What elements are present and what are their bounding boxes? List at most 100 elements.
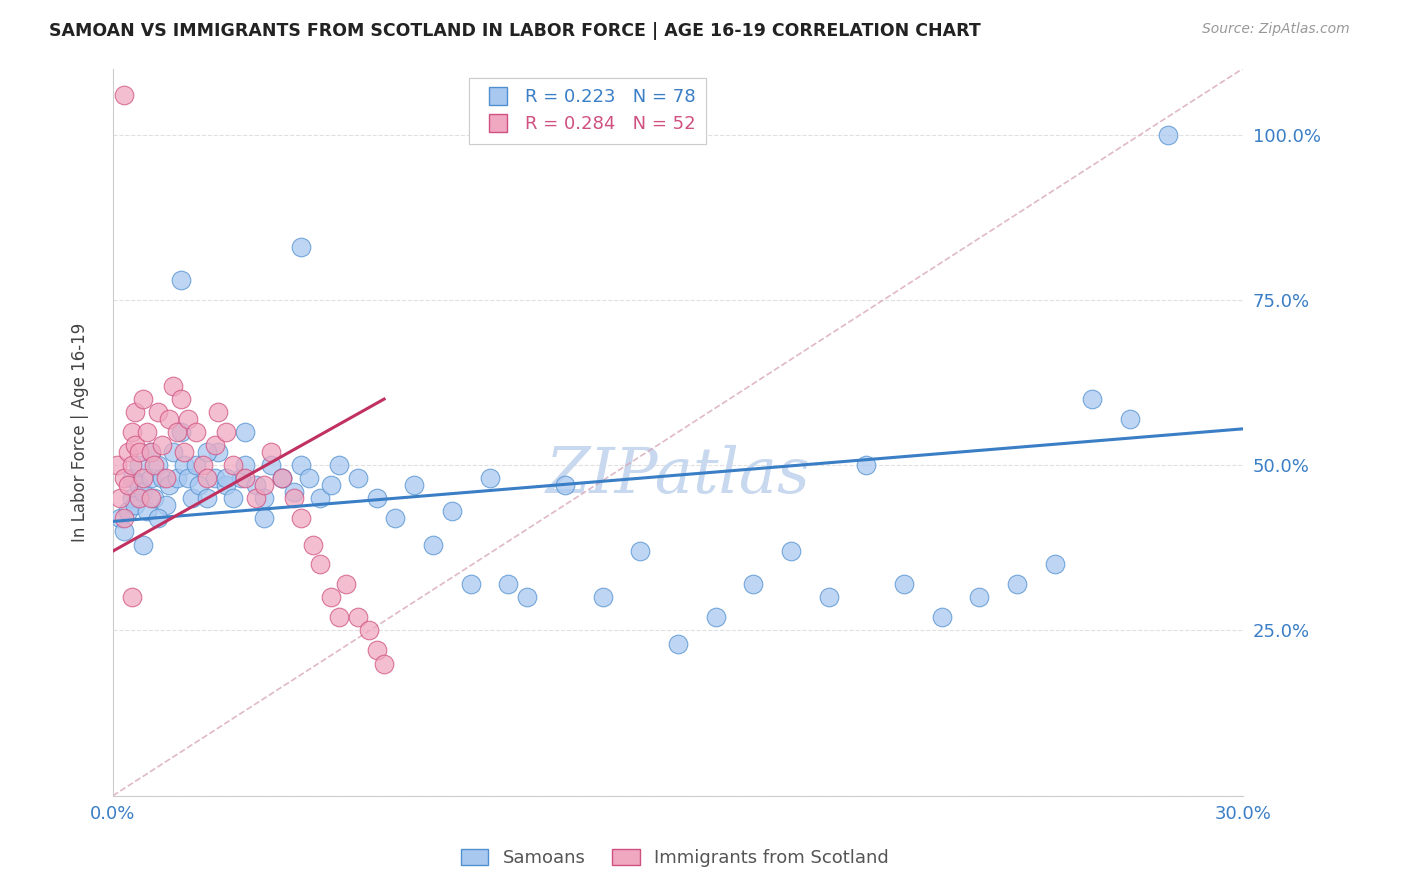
Point [478,471,501,485]
Point [146,458,169,473]
Point [166,471,188,485]
Point [233,471,256,485]
Point [181,491,204,506]
Text: SAMOAN VS IMMIGRANTS FROM SCOTLAND IN LABOR FORCE | AGE 16-19 CORRELATION CHART: SAMOAN VS IMMIGRANTS FROM SCOTLAND IN LA… [49,22,981,40]
Point [780,544,803,558]
Point [460,577,482,591]
Point [366,491,388,506]
Point [204,471,226,485]
Point [404,478,426,492]
Point [112,524,135,539]
Point [373,657,395,671]
Point [195,445,218,459]
Point [931,610,953,624]
Point [207,445,229,459]
Point [177,412,200,426]
Point [110,491,132,506]
Point [193,458,215,473]
Point [252,491,274,506]
Point [554,478,576,492]
Legend: R = 0.223   N = 78, R = 0.284   N = 52: R = 0.223 N = 78, R = 0.284 N = 52 [468,78,706,145]
Point [233,458,256,473]
Point [422,537,444,551]
Text: Source: ZipAtlas.com: Source: ZipAtlas.com [1202,22,1350,37]
Point [143,458,166,473]
Point [290,458,312,473]
Point [817,591,839,605]
Point [132,537,155,551]
Point [184,425,207,439]
Point [252,511,274,525]
Point [628,544,651,558]
Point [328,610,350,624]
Point [157,412,180,426]
Point [215,478,238,492]
Point [215,425,238,439]
Point [260,445,283,459]
Point [112,87,135,102]
Point [204,438,226,452]
Point [146,511,169,525]
Point [139,471,162,485]
Point [1081,392,1104,406]
Point [166,425,188,439]
Point [162,445,184,459]
Point [328,458,350,473]
Point [121,491,143,506]
Point [969,591,991,605]
Point [169,273,191,287]
Point [132,392,155,406]
Point [1119,412,1142,426]
Point [346,610,368,624]
Point [157,478,180,492]
Point [195,471,218,485]
Point [222,491,245,506]
Point [271,471,294,485]
Point [260,458,283,473]
Point [143,491,166,506]
Point [128,491,150,506]
Point [105,458,128,473]
Point [112,511,135,525]
Point [150,471,173,485]
Point [139,445,162,459]
Point [135,504,157,518]
Point [893,577,915,591]
Point [150,438,173,452]
Y-axis label: In Labor Force | Age 16-19: In Labor Force | Age 16-19 [72,323,89,541]
Point [283,491,305,506]
Point [124,498,146,512]
Point [290,240,312,254]
Text: ZIPatlas: ZIPatlas [546,445,810,507]
Point [357,624,380,638]
Point [309,491,332,506]
Point [169,392,191,406]
Point [207,405,229,419]
Point [252,478,274,492]
Point [335,577,357,591]
Point [135,425,157,439]
Legend: Samoans, Immigrants from Scotland: Samoans, Immigrants from Scotland [454,841,896,874]
Point [112,471,135,485]
Point [128,458,150,473]
Point [440,504,463,518]
Point [366,643,388,657]
Point [177,471,200,485]
Point [132,471,155,485]
Point [384,511,406,525]
Point [245,491,267,506]
Point [215,471,238,485]
Point [162,379,184,393]
Point [498,577,520,591]
Point [309,558,332,572]
Point [704,610,727,624]
Point [128,478,150,492]
Point [346,471,368,485]
Point [290,511,312,525]
Point [121,425,143,439]
Point [121,591,143,605]
Point [124,438,146,452]
Point [271,471,294,485]
Point [173,458,195,473]
Point [516,591,538,605]
